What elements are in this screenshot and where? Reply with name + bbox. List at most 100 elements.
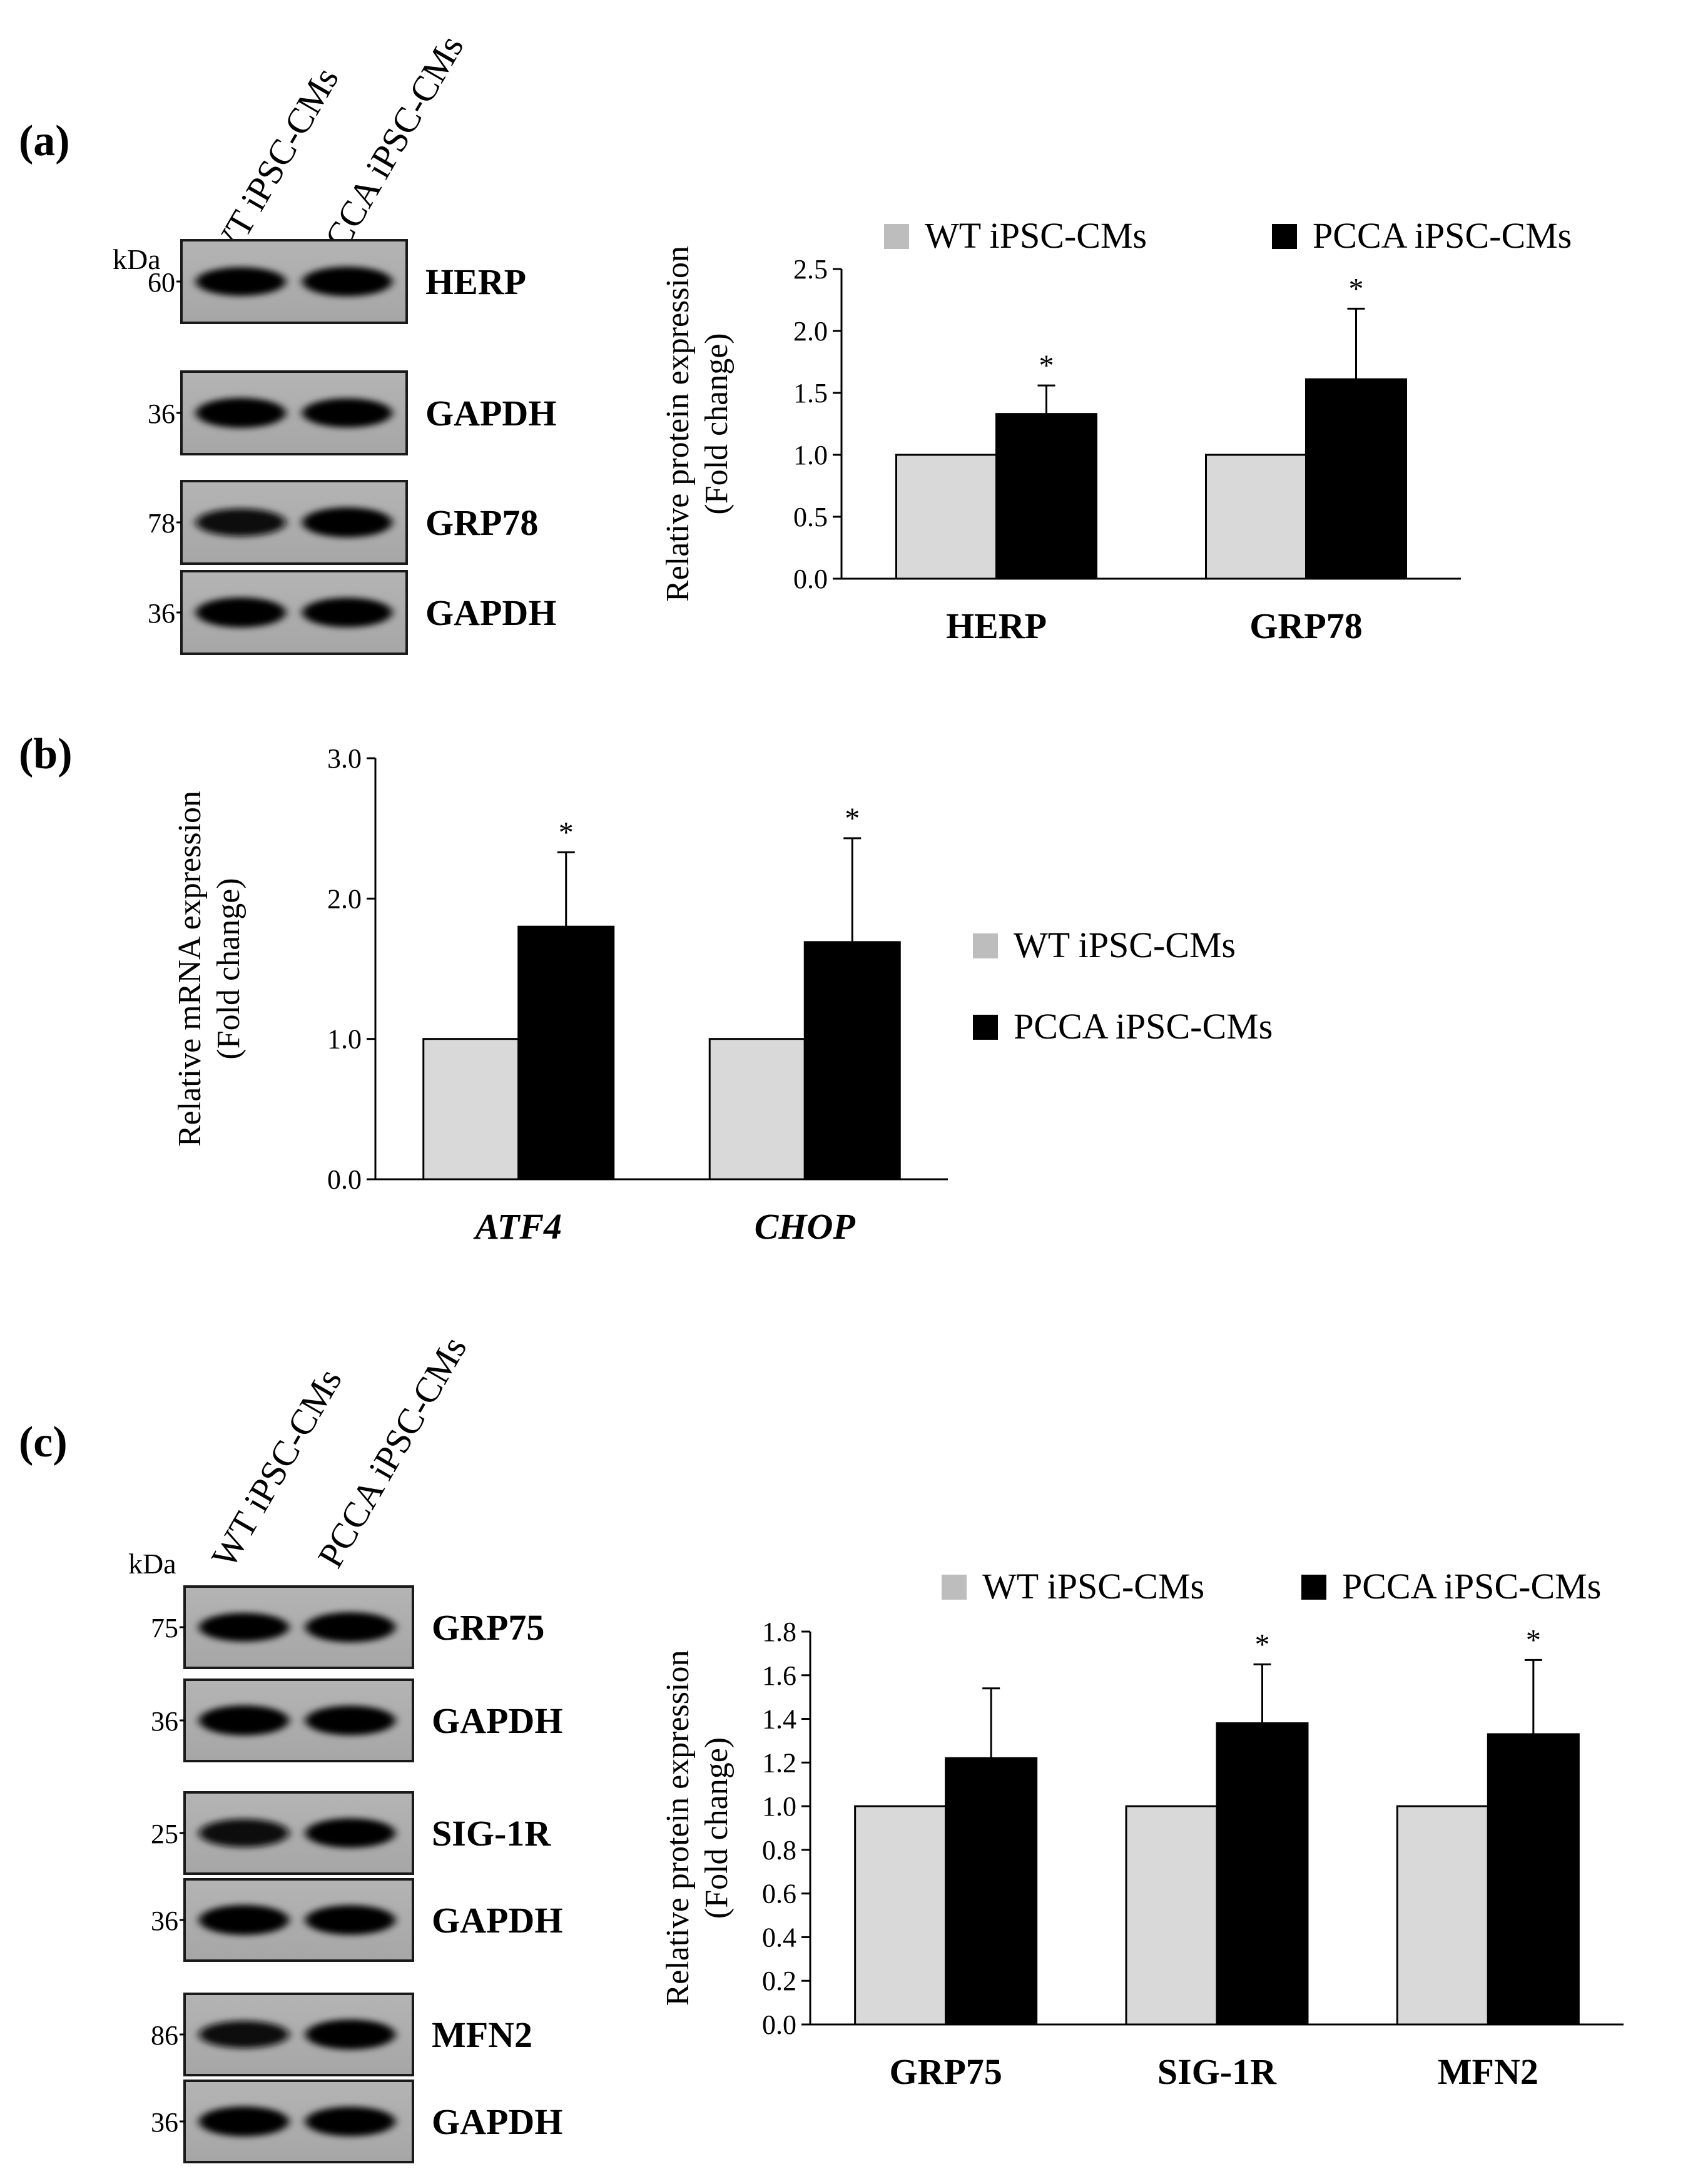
y-tick-label: 2.5 (793, 254, 828, 285)
kda-marker: 36 (148, 399, 175, 429)
blot-strip (180, 239, 408, 324)
y-axis-label: Relative mRNA expression (172, 791, 208, 1147)
bar-chart-c: 0.0 0.2 0.4 0.6 0.8 1.0 1.2 1.4 1.6 1.8 Relative p… (660, 1566, 1624, 2092)
y-tick-label: 0.2 (762, 1966, 796, 1996)
category-label: SIG-1R (1157, 2051, 1277, 2092)
y-tick-label: 1.6 (762, 1660, 796, 1691)
y-tick-label: 0.6 (762, 1879, 796, 1909)
blot-band (305, 2106, 395, 2136)
blot-band (302, 398, 392, 428)
panel-label-c: (c) (19, 1418, 68, 1466)
lane-label: PCCA iPSC-CMs (307, 28, 471, 273)
y-tick-label: 0.0 (793, 564, 828, 594)
bar (895, 454, 997, 580)
y-tick-label: 1.0 (762, 1791, 796, 1822)
bar (422, 1038, 520, 1181)
legend-label: WT iPSC-CMs (1014, 925, 1236, 965)
category-label: CHOP (755, 1206, 856, 1247)
legend-swatch (1301, 1575, 1326, 1600)
blot-strip (183, 1585, 414, 1669)
y-tick-label: 3.0 (327, 743, 362, 774)
blot-band (305, 1612, 395, 1642)
bar (1305, 378, 1407, 580)
y-axis-label: (Fold change) (699, 1737, 735, 1919)
legend-swatch (942, 1575, 967, 1600)
blot-strip (180, 480, 408, 565)
kda-marker: 75 (151, 1613, 178, 1643)
bar (1216, 1722, 1309, 2026)
bar (1396, 1805, 1489, 2026)
kda-marker: 25 (151, 1819, 178, 1849)
y-tick-label: 1.2 (762, 1747, 796, 1778)
kda-marker: 60 (148, 267, 175, 298)
protein-label: GAPDH (432, 1700, 562, 1741)
y-axis-label: (Fold change) (699, 333, 735, 514)
y-tick-label: 0.0 (762, 2009, 796, 2040)
legend-swatch (1272, 224, 1297, 249)
y-tick-label: 1.4 (762, 1704, 796, 1735)
blot-band (305, 1818, 395, 1848)
legend-swatch (973, 1015, 998, 1040)
blot-band (199, 2021, 289, 2048)
bar (1487, 1733, 1580, 2026)
bar (803, 941, 901, 1181)
legend-swatch (884, 224, 909, 249)
panel-label-a: (a) (19, 117, 70, 165)
blot-strip (183, 2080, 414, 2163)
blot-band (196, 597, 286, 627)
bar (854, 1805, 947, 2026)
y-axis-label: (Fold change) (211, 878, 247, 1059)
protein-label: GRP78 (425, 502, 538, 543)
significance-marker: * (1526, 1623, 1541, 1657)
legend-label: WT iPSC-CMs (982, 1566, 1204, 1607)
category-label: HERP (946, 606, 1047, 646)
significance-marker: * (1349, 272, 1364, 305)
bar (1205, 454, 1307, 580)
legend-label: WT iPSC-CMs (925, 215, 1147, 256)
bar (945, 1757, 1038, 2026)
blot-band (305, 1705, 395, 1735)
y-tick-label: 0.4 (762, 1922, 796, 1953)
protein-label: GRP75 (432, 1607, 544, 1648)
category-label: GRP75 (889, 2051, 1002, 2092)
y-tick-label: 0.5 (793, 502, 828, 532)
significance-marker: * (845, 802, 860, 835)
protein-label: MFN2 (432, 2014, 532, 2055)
blot-band (302, 597, 392, 627)
protein-label: HERP (425, 262, 526, 302)
bar (708, 1038, 806, 1181)
protein-label: GAPDH (432, 2101, 562, 2142)
y-tick-label: 2.0 (327, 883, 362, 914)
blot-band (302, 507, 392, 537)
kda-marker: 36 (151, 1706, 178, 1737)
kda-marker: 36 (151, 1906, 178, 1936)
y-tick-label: 1.0 (793, 440, 828, 470)
blot-band (302, 267, 392, 297)
panel-label-b: (b) (19, 730, 73, 778)
protein-label: GAPDH (425, 592, 556, 633)
protein-label: GAPDH (425, 393, 556, 434)
blot-strip (183, 1791, 414, 1875)
category-label: GRP78 (1249, 606, 1362, 646)
lane-label: PCCA iPSC-CMs (310, 1329, 474, 1574)
significance-marker: * (559, 816, 574, 849)
y-tick-label: 0.8 (762, 1835, 796, 1866)
kda-label: kDa (113, 243, 161, 275)
y-tick-label: 1.5 (793, 378, 828, 409)
y-tick-label: 2.0 (793, 316, 828, 347)
blot-strip (183, 1993, 414, 2076)
blot-strip (180, 370, 408, 455)
blot-band (196, 508, 286, 537)
bar (995, 413, 1097, 580)
protein-label: GAPDH (432, 1900, 562, 1941)
y-tick-label: 0.0 (327, 1164, 362, 1195)
blot-band (199, 1613, 289, 1642)
bar-chart-b: 0.0 1.0 2.0 3.0 Relative mRNA expression (Fol… (172, 743, 1273, 1247)
blot-band (196, 267, 286, 296)
bar (1125, 1805, 1218, 2026)
category-label: ATF4 (473, 1206, 562, 1247)
bar-chart-a: 0.0 0.5 1.0 1.5 2.0 2.5 Relative protein expre… (660, 215, 1572, 646)
category-label: MFN2 (1438, 2051, 1538, 2092)
